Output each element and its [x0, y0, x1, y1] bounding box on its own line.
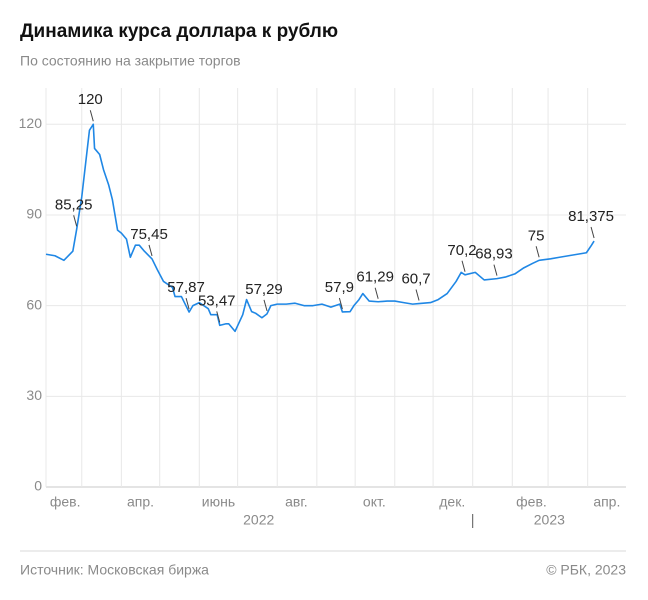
annotation-label: 81,375 [568, 208, 614, 225]
y-tick-label: 120 [19, 115, 43, 131]
y-tick-label: 90 [26, 206, 42, 222]
annotation-label: 70,2 [447, 242, 476, 259]
x-tick-label: фев. [50, 494, 81, 510]
annotation-label: 75 [528, 227, 545, 244]
annotation-label: 120 [78, 91, 103, 108]
year-label: 2023 [534, 512, 565, 528]
copyright: © РБК, 2023 [546, 562, 626, 578]
chart-subtitle: По состоянию на закрытие торгов [20, 53, 241, 69]
annotation-label: 57,87 [167, 279, 205, 296]
y-tick-label: 60 [26, 296, 42, 312]
annotation-leader [216, 311, 221, 323]
annotation-label: 61,29 [356, 269, 394, 286]
x-tick-label: окт. [363, 494, 386, 510]
x-tick-label: дек. [439, 494, 465, 510]
annotation-leader [263, 299, 268, 311]
annotation-label: 68,93 [475, 246, 513, 263]
chart-title: Динамика курса доллара к рублю [20, 21, 338, 42]
annotation-label: 60,7 [401, 270, 430, 287]
annotation-label: 75,45 [130, 226, 168, 243]
annotation-label: 85,25 [55, 196, 93, 213]
year-label: 2022 [243, 512, 274, 528]
x-tick-label: апр. [593, 494, 620, 510]
x-tick-label: июнь [202, 494, 235, 510]
x-tick-label: фев. [516, 494, 547, 510]
annotation-label: 57,29 [245, 281, 283, 298]
annotation-leader [374, 287, 379, 299]
annotation-leader [148, 244, 153, 257]
y-tick-label: 0 [34, 478, 42, 494]
annotation-leader [89, 110, 94, 122]
data-line [45, 123, 595, 333]
source: Источник: Московская биржа [20, 562, 209, 578]
annotation-leader [493, 264, 498, 276]
annotation-leader [338, 297, 343, 310]
x-tick-label: апр. [127, 494, 154, 510]
annotation-label: 53,47 [198, 292, 236, 309]
y-tick-label: 30 [26, 387, 42, 403]
annotation-leader [461, 260, 466, 272]
annotation-leader [535, 246, 540, 258]
annotation-leader [73, 215, 78, 227]
annotation-leader [185, 297, 190, 310]
annotation-leader [590, 226, 595, 239]
annotation-label: 57,9 [325, 279, 354, 296]
annotation-leader [415, 289, 420, 301]
x-tick-label: авг. [285, 494, 308, 510]
